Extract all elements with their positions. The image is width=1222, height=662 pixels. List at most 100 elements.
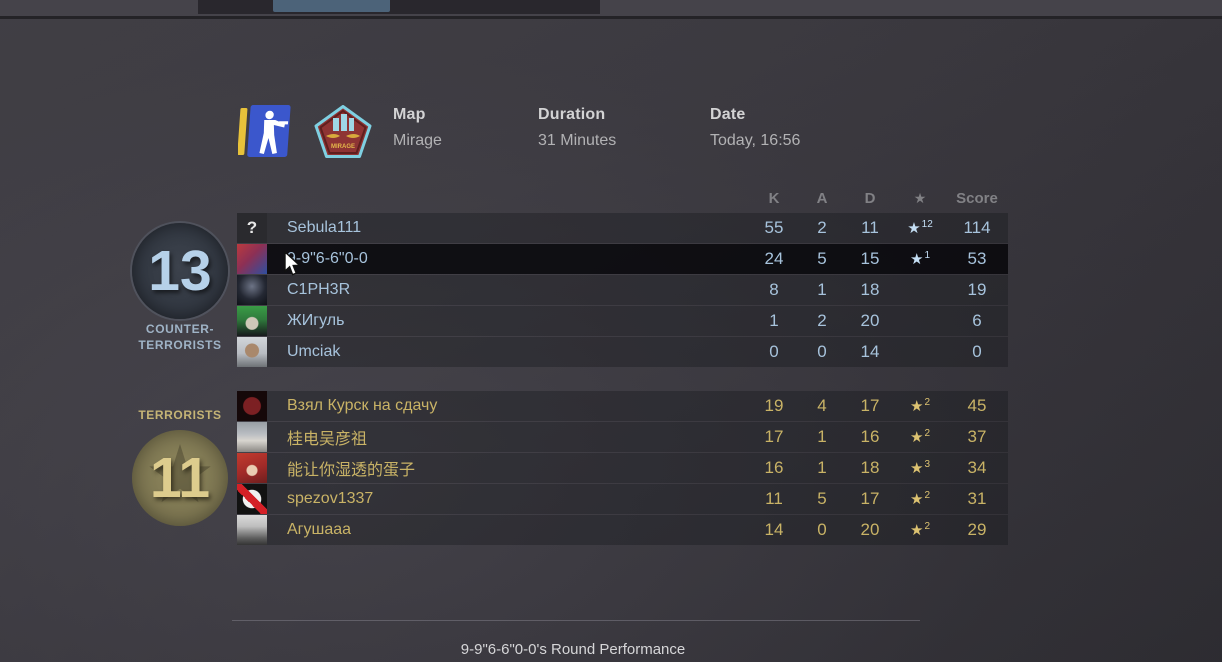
ct-label-line1: COUNTER- xyxy=(145,322,215,336)
col-score: Score xyxy=(956,189,998,207)
player-assists: 4 xyxy=(817,396,827,415)
player-mvp: ★12 xyxy=(894,219,946,238)
player-mvp: ★1 xyxy=(894,250,946,269)
player-score: 45 xyxy=(967,396,987,415)
player-row[interactable]: ? Umciak 0 0 14 ★ 0 xyxy=(237,337,1008,367)
svg-text:MIRAGE: MIRAGE xyxy=(331,144,355,150)
top-menu-active-area xyxy=(198,0,600,14)
date-value: Today, 16:56 xyxy=(710,132,801,149)
player-name: 能让你湿透的蛋子 xyxy=(287,462,416,479)
mvp-star-icon: ★ xyxy=(909,428,924,446)
player-avatar[interactable]: ? xyxy=(237,515,267,545)
player-row[interactable]: ? Взял Курск на сдачу 19 4 17 ★2 45 xyxy=(237,391,1008,421)
top-bar-divider xyxy=(0,16,1222,19)
date-label: Date xyxy=(710,106,746,123)
player-mvp: ★2 xyxy=(894,490,946,509)
player-mvp: ★2 xyxy=(894,521,946,540)
mvp-count: 2 xyxy=(924,396,930,408)
player-assists: 0 xyxy=(817,342,827,361)
player-name: C1PH3R xyxy=(287,281,351,298)
col-deaths: D xyxy=(864,189,876,207)
mvp-count: 2 xyxy=(924,427,930,439)
mvp-count: 12 xyxy=(921,218,933,230)
player-kills: 16 xyxy=(764,458,784,477)
t-score: 11 xyxy=(149,446,211,510)
mvp-count: 3 xyxy=(924,458,930,470)
mirage-map-badge: MIRAGE xyxy=(314,105,372,158)
player-score: 53 xyxy=(967,249,987,268)
mvp-star-icon: ★ xyxy=(909,521,924,539)
player-name: Sebula111 xyxy=(287,219,362,236)
player-deaths: 18 xyxy=(860,458,880,477)
player-score: 0 xyxy=(972,342,982,361)
mvp-count: 1 xyxy=(924,249,930,261)
player-assists: 2 xyxy=(817,311,827,330)
player-avatar[interactable]: ? xyxy=(237,484,267,514)
player-row[interactable]: ? 桂电吴彦祖 17 1 16 ★2 37 xyxy=(237,422,1008,452)
player-kills: 24 xyxy=(764,249,784,268)
player-row[interactable]: ? Агушааа 14 0 20 ★2 29 xyxy=(237,515,1008,545)
player-deaths: 16 xyxy=(860,427,880,446)
ct-team-label: COUNTER- TERRORISTS xyxy=(100,321,260,353)
player-avatar[interactable]: ? xyxy=(237,244,267,274)
player-avatar[interactable]: ? xyxy=(237,453,267,483)
player-row[interactable]: ? spezov1337 11 5 17 ★2 31 xyxy=(237,484,1008,514)
unknown-avatar-icon: ? xyxy=(246,218,258,237)
player-row[interactable]: ? Sebula111 55 2 11 ★12 114 xyxy=(237,213,1008,243)
player-score: 114 xyxy=(963,218,991,237)
player-avatar[interactable]: ? xyxy=(237,422,267,452)
player-avatar[interactable]: ? xyxy=(237,213,267,243)
player-assists: 0 xyxy=(817,520,827,539)
col-mvp-star-icon: ★ xyxy=(913,189,927,206)
player-kills: 14 xyxy=(764,520,784,539)
player-avatar[interactable]: ? xyxy=(237,275,267,305)
top-menu-button[interactable] xyxy=(273,0,390,12)
player-score: 19 xyxy=(967,280,987,299)
footer-divider xyxy=(232,620,920,621)
player-row[interactable]: ? 9-9"6-6"0-0 24 5 15 ★1 53 xyxy=(237,244,1008,274)
player-name: 桂电吴彦祖 xyxy=(287,431,368,448)
player-mvp: ★3 xyxy=(894,459,946,478)
player-assists: 2 xyxy=(817,218,827,237)
duration-value: 31 Minutes xyxy=(538,132,617,149)
player-deaths: 18 xyxy=(860,280,880,299)
player-deaths: 11 xyxy=(861,218,879,237)
player-avatar[interactable]: ? xyxy=(237,306,267,336)
col-assists: A xyxy=(816,189,828,207)
t-team-label: TERRORISTS xyxy=(138,408,222,422)
player-kills: 17 xyxy=(764,427,784,446)
t-score-badge: 11 xyxy=(132,430,228,526)
player-assists: 1 xyxy=(817,427,827,446)
mvp-star-icon: ★ xyxy=(909,459,924,477)
ct-label-line2: TERRORISTS xyxy=(138,338,222,352)
player-row[interactable]: ? C1PH3R 8 1 18 ★ 19 xyxy=(237,275,1008,305)
mvp-count: 2 xyxy=(924,520,930,532)
player-deaths: 20 xyxy=(860,311,880,330)
player-assists: 5 xyxy=(817,249,827,268)
player-kills: 11 xyxy=(765,489,783,508)
player-assists: 1 xyxy=(817,280,827,299)
player-kills: 55 xyxy=(764,218,784,237)
mvp-star-icon: ★ xyxy=(907,219,921,237)
player-score: 34 xyxy=(967,458,987,477)
player-assists: 5 xyxy=(817,489,827,508)
player-score: 6 xyxy=(972,311,982,330)
player-score: 31 xyxy=(967,489,987,508)
player-name: ЖИгуль xyxy=(287,312,345,329)
mvp-count: 2 xyxy=(924,489,930,501)
duration-label: Duration xyxy=(538,106,606,123)
mvp-star-icon: ★ xyxy=(909,397,924,415)
csgo-logo-icon xyxy=(238,105,291,157)
player-kills: 8 xyxy=(769,280,779,299)
scoreboard-column-headers: K A D ★ Score xyxy=(237,186,1008,210)
ct-score-badge: 13 xyxy=(132,223,228,319)
player-row[interactable]: ? ЖИгуль 1 2 20 ★ 6 xyxy=(237,306,1008,336)
player-deaths: 17 xyxy=(860,489,880,508)
player-row[interactable]: ? 能让你湿透的蛋子 16 1 18 ★3 34 xyxy=(237,453,1008,483)
player-deaths: 14 xyxy=(860,342,880,361)
player-deaths: 20 xyxy=(860,520,880,539)
player-avatar[interactable]: ? xyxy=(237,391,267,421)
player-score: 37 xyxy=(967,427,987,446)
player-avatar[interactable]: ? xyxy=(237,337,267,367)
